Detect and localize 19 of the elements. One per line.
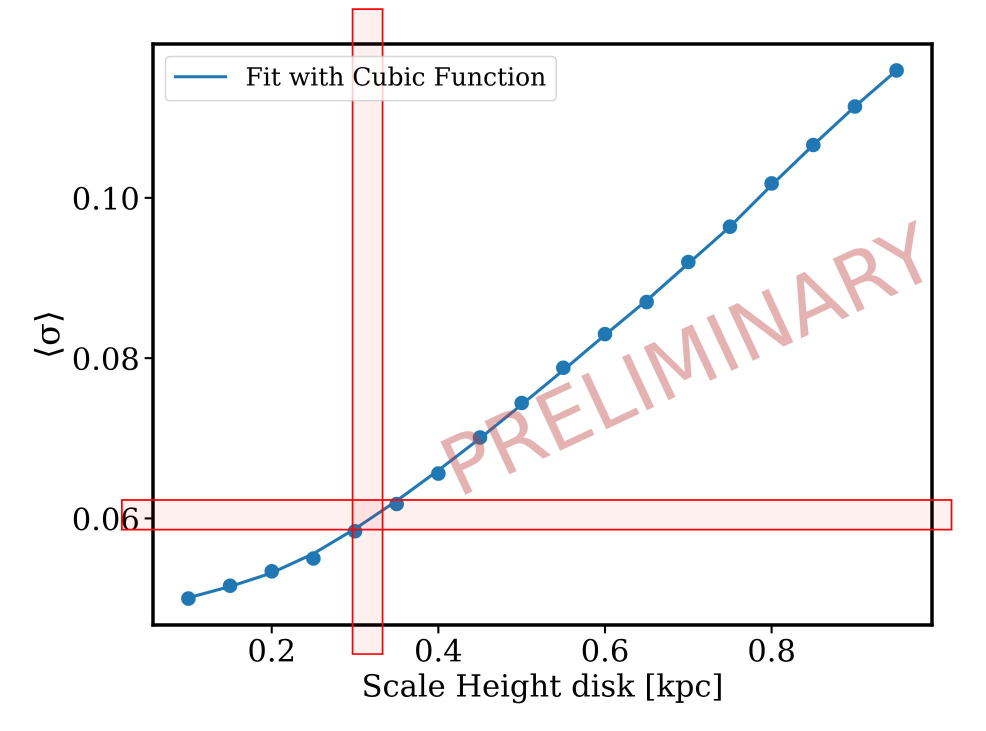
x-tick-label: 0.2 — [249, 638, 294, 662]
point — [348, 524, 362, 539]
point — [848, 99, 862, 114]
y-tick-label: 0.10 — [74, 186, 138, 210]
legend-label: Fit with Cubic Function — [246, 66, 546, 86]
x-axis-title: Scale Height disk [kpc] — [364, 673, 721, 704]
point — [306, 551, 321, 566]
x-tick-label: 0.4 — [416, 638, 462, 662]
x-tick-label: 0.8 — [749, 638, 794, 662]
y-tick-label: 0.08 — [74, 347, 138, 370]
point — [389, 496, 404, 512]
point — [222, 578, 238, 594]
x-tick-label: 0.6 — [582, 638, 628, 662]
point — [264, 564, 280, 579]
point — [889, 63, 904, 78]
point — [181, 591, 196, 606]
y-axis-title: ⟨σ⟩ — [34, 313, 64, 356]
point — [806, 138, 821, 152]
point — [764, 176, 779, 191]
